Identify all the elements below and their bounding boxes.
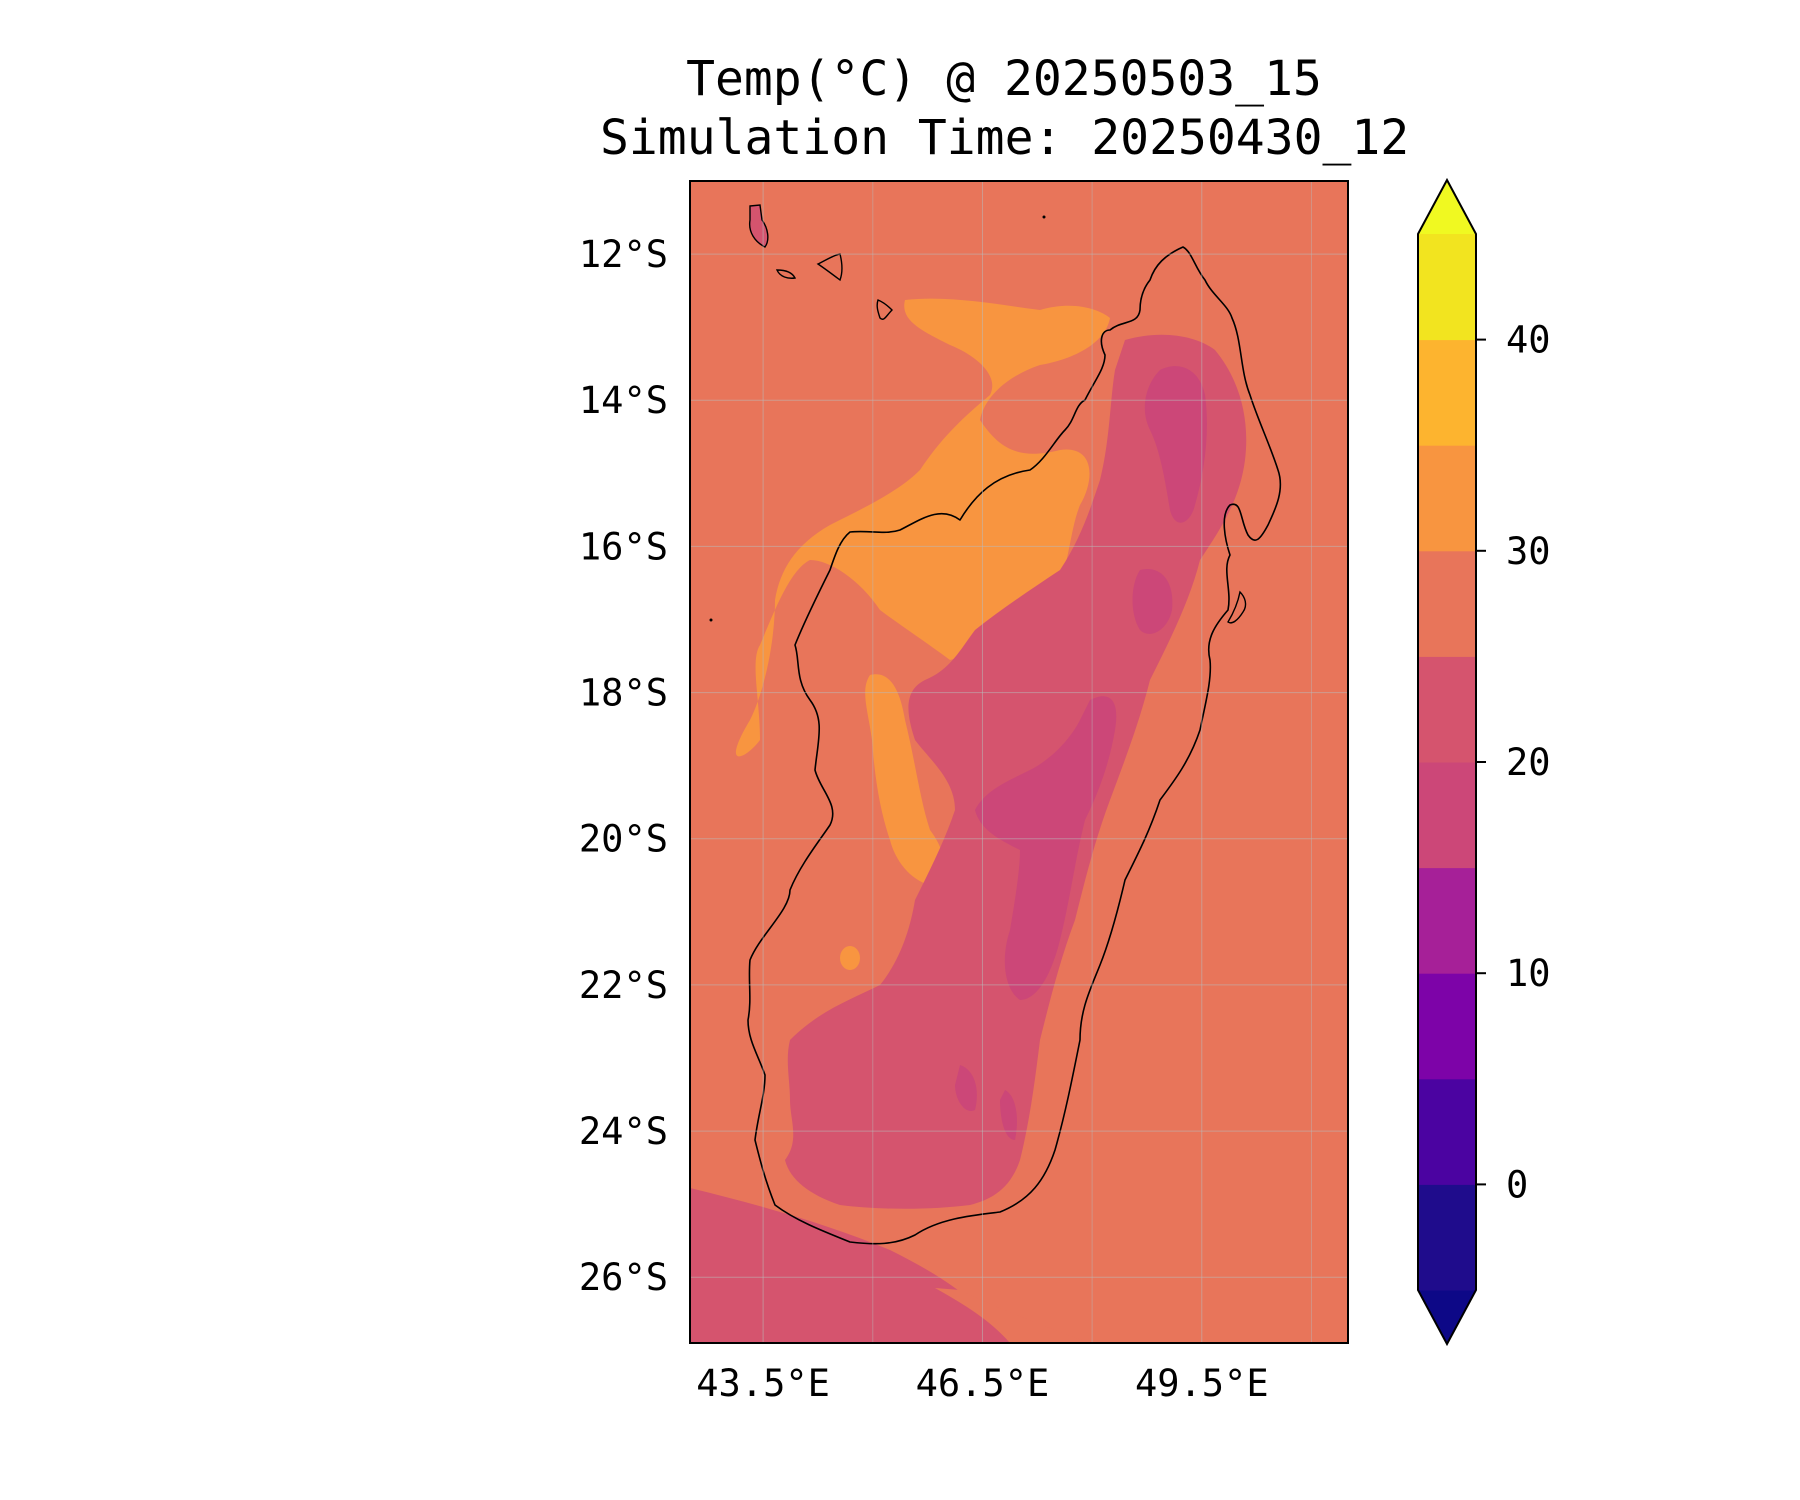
colorbar-segment (1418, 1078, 1476, 1185)
colorbar-segment (1418, 339, 1476, 446)
colorbar-tick-label: 10 (1506, 952, 1551, 995)
madagascar-coastline (747, 246, 1282, 1245)
tiny-island-west (709, 618, 713, 622)
temperature-field-cold-east-mid (1132, 569, 1173, 634)
lat-tick-label: 18°S (579, 672, 668, 715)
colorbar-outline (1417, 177, 1477, 1347)
temperature-field-southern-ocean-edge (935, 1288, 1090, 1343)
colorbar-segment (1418, 973, 1476, 1080)
colorbar-segment (1418, 445, 1476, 552)
temperature-field-cold-central (975, 696, 1117, 1000)
lat-tick-label: 14°S (579, 379, 668, 422)
colorbar-segment (1418, 867, 1476, 974)
lat-tick-label: 26°S (579, 1256, 668, 1299)
map-plot-area (690, 181, 1348, 1343)
temperature-field-warm-northwest (735, 298, 1110, 757)
temperature-field-southern-ocean-band (690, 1188, 1010, 1343)
temperature-field-cold-east-north (1144, 366, 1207, 523)
lat-tick-label: 12°S (579, 233, 668, 276)
lon-tick-label: 43.5°E (696, 1362, 830, 1405)
lat-tick-label: 22°S (579, 964, 668, 1007)
lat-tick-label: 24°S (579, 1110, 668, 1153)
colorbar-segment (1418, 550, 1476, 657)
temperature-colorbar: 0 10 20 30 40 (1417, 177, 1551, 1347)
sainte-marie-island (1227, 590, 1247, 624)
tiny-island-north (1042, 215, 1046, 219)
colorbar-tick-label: 0 (1506, 1163, 1528, 1206)
colorbar-segment (1418, 1184, 1476, 1291)
colorbar-segment (1418, 762, 1476, 869)
colorbar-tick-label: 20 (1506, 741, 1551, 784)
longitude-tick-labels: 43.5°E 46.5°E 49.5°E (696, 1362, 1268, 1405)
lon-tick-label: 46.5°E (916, 1362, 1050, 1405)
colorbar-extend-max (1418, 180, 1476, 234)
lat-tick-label: 20°S (579, 818, 668, 861)
lon-tick-label: 49.5°E (1135, 1362, 1269, 1405)
colorbar-tick-label: 40 (1506, 319, 1551, 362)
lat-tick-label: 16°S (579, 525, 668, 568)
map-gridlines (690, 181, 1348, 1343)
latitude-tick-labels: 12°S 14°S 16°S 18°S 20°S 22°S 24°S 26°S (579, 233, 668, 1299)
colorbar-extend-min (1418, 1290, 1476, 1344)
temperature-field-cold-south (955, 1065, 977, 1111)
mayotte-island (876, 299, 893, 320)
comoros-island-2 (775, 269, 797, 279)
temperature-field-cold-south-2 (1000, 1090, 1017, 1140)
temperature-field-interior-cool (785, 334, 1247, 1209)
colorbar-tick-label: 30 (1506, 530, 1551, 573)
map-subtitle: Simulation Time: 20250430_12 (600, 110, 1410, 166)
map-title: Temp(°C) @ 20250503_15 (686, 51, 1322, 107)
temperature-field-warm-spot (840, 946, 860, 970)
colorbar-segment (1418, 656, 1476, 763)
temperature-field-warm-central-west (865, 674, 944, 885)
colorbar-segment (1418, 234, 1476, 341)
map-frame (689, 180, 1349, 1344)
comoros-island-3 (816, 253, 843, 282)
